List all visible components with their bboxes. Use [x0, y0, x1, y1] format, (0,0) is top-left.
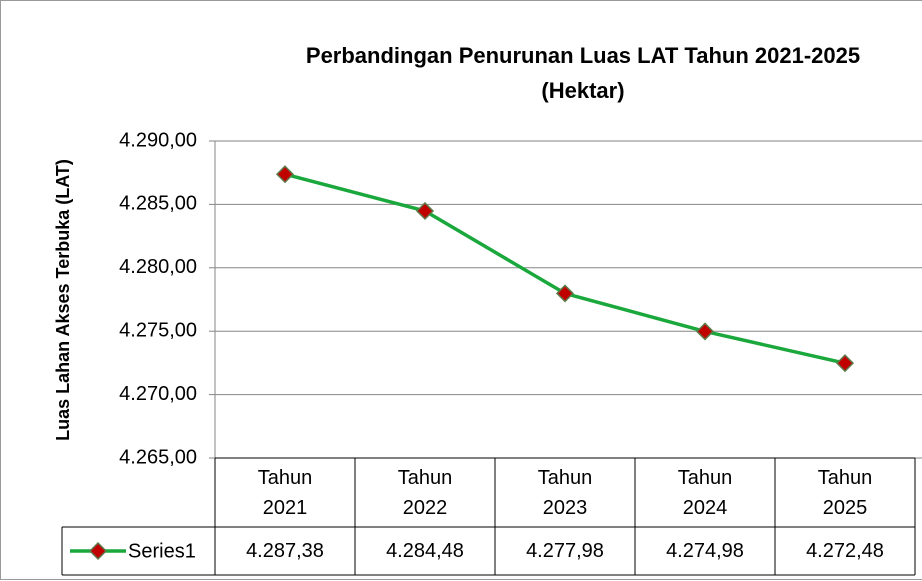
x-category-label: Tahun 2024	[635, 458, 775, 527]
y-tick-label: 4.270,00	[119, 383, 197, 405]
x-category-label-text: Tahun 2024	[677, 466, 733, 519]
y-tick-label: 4.265,00	[119, 446, 197, 468]
data-marker	[835, 354, 855, 373]
y-axis-label: Luas Lahan Akses Terbuka (LAT)	[53, 159, 73, 441]
data-table-value-text: 4.284,48	[386, 540, 464, 562]
data-marker	[415, 201, 435, 221]
chart-title: Perbandingan Penurunan Luas LAT Tahun 20…	[306, 43, 860, 68]
y-tick-label: 4.285,00	[119, 193, 197, 215]
y-tick-label: 4.275,00	[119, 319, 197, 341]
data-marker	[275, 165, 295, 184]
data-table-value: 4.277,98	[495, 527, 635, 575]
x-category-label: Tahun 2022	[355, 458, 495, 527]
y-tick-label: 4.290,00	[119, 129, 197, 151]
data-table-value-text: 4.272,48	[806, 540, 884, 562]
chart-title: (Hektar)	[541, 78, 624, 103]
x-category-label-text: Tahun 2022	[397, 466, 453, 519]
legend-marker	[88, 541, 108, 561]
x-category-label-text: Tahun 2021	[257, 466, 313, 519]
data-table-value: 4.272,48	[775, 527, 915, 575]
data-table-value: 4.287,38	[215, 527, 355, 575]
data-table-value: 4.274,98	[635, 527, 775, 575]
data-table-value-text: 4.277,98	[526, 540, 604, 562]
data-marker	[555, 284, 575, 303]
data-table-value-text: 4.287,38	[246, 540, 324, 562]
data-marker	[695, 322, 715, 341]
x-category-label-text: Tahun 2025	[817, 466, 873, 519]
data-table-value-text: 4.274,98	[666, 540, 744, 562]
x-category-label: Tahun 2021	[215, 458, 355, 527]
y-tick-label: 4.280,00	[119, 256, 197, 278]
x-category-label: Tahun 2023	[495, 458, 635, 527]
x-category-label: Tahun 2025	[775, 458, 915, 527]
data-table-value: 4.284,48	[355, 527, 495, 575]
x-category-label-text: Tahun 2023	[537, 466, 593, 519]
legend-label: Series1	[128, 540, 196, 562]
